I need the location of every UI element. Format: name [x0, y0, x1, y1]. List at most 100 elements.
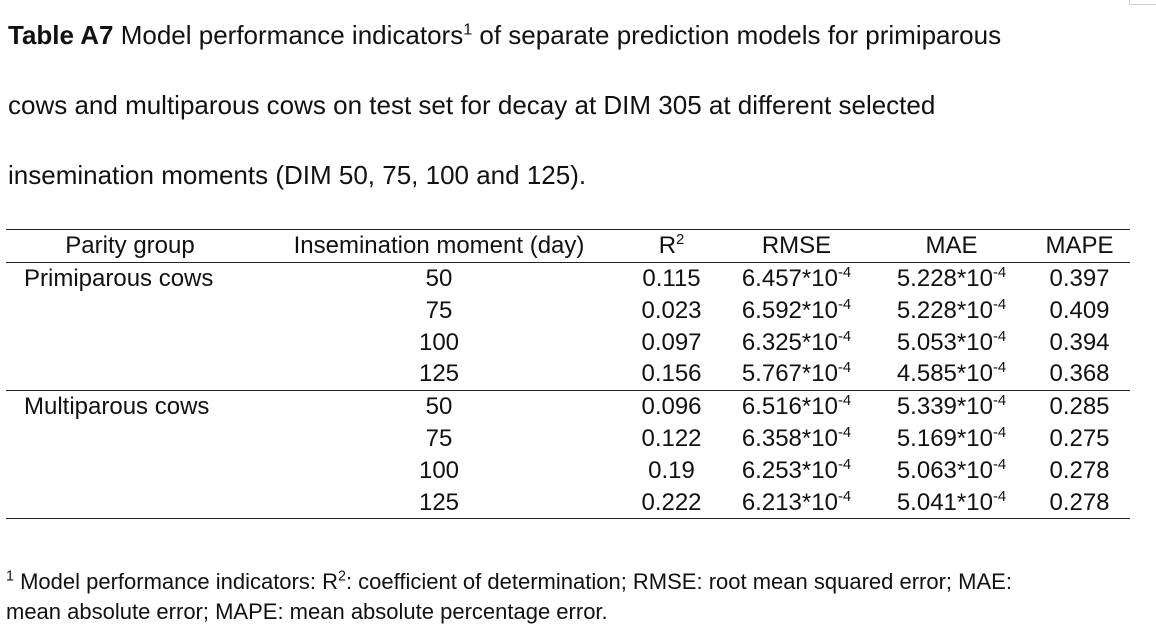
cell-mape: 0.394 [1049, 328, 1110, 356]
cell-rmse: 6.325*10-4 [719, 327, 874, 359]
footnote-line-1: 1 Model performance indicators: R2: coef… [6, 567, 1136, 597]
cell-mae-mantissa: 5.063 [896, 456, 957, 484]
cell-rmse: 6.516*10-4 [719, 391, 874, 423]
cell-rmse-mantissa: 6.253 [741, 456, 802, 484]
cell-rmse-exp-sup: -4 [837, 265, 852, 281]
cell-mae-mantissa: 5.041 [896, 488, 957, 516]
page-corner-mark [1129, 0, 1156, 5]
cell-parity-group [6, 295, 254, 327]
cell-rmse: 5.767*10-4 [719, 358, 874, 392]
cell-mae-mantissa: 5.228 [896, 296, 957, 324]
cell-mae-exp-sup: -4 [992, 360, 1007, 377]
cell-rmse-mantissa: 6.325 [741, 328, 802, 356]
table-caption: Table A7 Model performance indicators1 o… [8, 0, 1148, 210]
cell-mae-mantissa: 5.228 [896, 265, 957, 292]
header-r2-sup: 2 [676, 232, 685, 248]
cell-mae-exp-sup: -4 [992, 265, 1007, 281]
cell-mae-exp-sup: -4 [992, 328, 1007, 345]
cell-insemination-moment: 125 [254, 486, 624, 520]
cell-mae-exp-base: *10 [956, 360, 993, 388]
cell-mae-exp-sup: -4 [992, 424, 1007, 441]
caption-label: Table A7 [8, 20, 114, 50]
cell-insemination-moment: 75 [425, 296, 453, 324]
cell-rmse-exp-sup: -4 [837, 328, 852, 345]
cell-parity-group [6, 455, 254, 487]
cell-mae-exp-base: *10 [956, 265, 993, 292]
cell-insemination-moment: 75 [425, 424, 453, 452]
cell-r2: 0.222 [624, 486, 719, 520]
cell-mae-exp-base: *10 [956, 296, 993, 324]
cell-rmse-exp-base: *10 [801, 393, 838, 421]
cell-parity-group [6, 486, 254, 520]
cell-insemination-moment: 50 [425, 393, 453, 421]
cell-rmse-exp-base: *10 [801, 360, 838, 388]
header-mape: MAPE [1029, 229, 1130, 263]
cell-mape: 0.278 [1029, 486, 1130, 520]
cell-mae-exp-base: *10 [956, 424, 993, 452]
footnote-text-1b: : coefficient of determination; RMSE: ro… [345, 569, 1012, 594]
cell-mae-mantissa: 4.585 [896, 360, 957, 388]
caption-text-1: Model performance indicators [113, 20, 464, 50]
cell-rmse-exp-base: *10 [801, 424, 838, 452]
cell-rmse-exp-base: *10 [801, 488, 838, 516]
table-row: 100 0.097 6.325*10-4 5.053*10-4 0.394 [6, 327, 1130, 359]
footnote-line-2: mean absolute error; MAPE: mean absolute… [6, 599, 608, 624]
cell-mae: 4.585*10-4 [874, 358, 1029, 392]
caption-line-1: Table A7 Model performance indicators1 o… [8, 0, 1148, 70]
cell-rmse-exp-base: *10 [801, 456, 838, 484]
caption-line-2: cows and multiparous cows on test set fo… [8, 90, 936, 120]
cell-mape: 0.275 [1049, 424, 1110, 452]
cell-rmse-mantissa: 6.592 [741, 296, 802, 324]
cell-mape: 0.409 [1049, 296, 1110, 324]
cell-parity-group: Multiparous cows [24, 393, 210, 421]
table-row: 125 0.156 5.767*10-4 4.585*10-4 0.368 [6, 358, 1130, 392]
cell-rmse-exp-base: *10 [801, 265, 838, 292]
cell-r2: 0.096 [641, 393, 702, 421]
cell-rmse: 6.358*10-4 [719, 423, 874, 455]
table-header-row: Parity group Insemination moment (day) R… [6, 229, 1130, 263]
cell-mae: 5.228*10-4 [874, 295, 1029, 327]
cell-mae-exp-sup: -4 [992, 488, 1007, 505]
table-row: Multiparous cows 50 0.096 6.516*10-4 5.339*1… [6, 391, 1130, 423]
cell-parity-group: Primiparous cows [24, 265, 214, 292]
cell-mape: 0.368 [1029, 358, 1130, 392]
cell-mae-exp-sup: -4 [992, 296, 1007, 313]
header-insemination-moment: Insemination moment (day) [254, 229, 624, 263]
cell-mae-mantissa: 5.339 [896, 393, 957, 421]
caption-line-3: insemination moments (DIM 50, 75, 100 an… [8, 160, 587, 190]
header-parity-group: Parity group [6, 229, 254, 263]
cell-parity-group [6, 358, 254, 392]
cell-mae-exp-sup: -4 [992, 393, 1007, 410]
cell-insemination-moment: 100 [418, 456, 460, 484]
cell-r2: 0.156 [624, 358, 719, 392]
cell-mae: 5.228*10-4 [874, 263, 1029, 295]
cell-mae: 5.063*10-4 [874, 455, 1029, 487]
cell-rmse-exp-sup: -4 [837, 360, 852, 377]
footnote-r2-sup: 2 [337, 568, 346, 585]
cell-mae-exp-base: *10 [956, 393, 993, 421]
cell-rmse-mantissa: 5.767 [741, 360, 802, 388]
cell-r2: 0.19 [648, 456, 695, 484]
cell-mae-mantissa: 5.169 [896, 424, 957, 452]
cell-mae-exp-base: *10 [956, 456, 993, 484]
cell-mae: 5.041*10-4 [874, 486, 1029, 520]
table-row: 75 0.023 6.592*10-4 5.228*10-4 0.409 [6, 295, 1130, 327]
table-row: 75 0.122 6.358*10-4 5.169*10-4 0.275 [6, 423, 1130, 455]
cell-rmse-exp-base: *10 [801, 296, 838, 324]
cell-mape: 0.285 [1049, 393, 1110, 421]
cell-mae: 5.169*10-4 [874, 423, 1029, 455]
cell-mae-exp-sup: -4 [992, 456, 1007, 473]
cell-rmse-exp-base: *10 [801, 328, 838, 356]
table-row: Primiparous cows 50 0.115 6.457*10-4 5.228*1… [6, 263, 1130, 295]
table-row: 100 0.19 6.253*10-4 5.063*10-4 0.278 [6, 455, 1130, 487]
cell-parity-group [6, 327, 254, 359]
cell-mape: 0.278 [1049, 456, 1110, 484]
cell-rmse: 6.592*10-4 [719, 295, 874, 327]
footnote-text-1a: Model performance indicators: R [13, 569, 338, 594]
cell-mae: 5.339*10-4 [874, 391, 1029, 423]
cell-insemination-moment: 100 [418, 328, 460, 356]
cell-r2: 0.097 [641, 328, 702, 356]
cell-mae-exp-base: *10 [956, 328, 993, 356]
cell-rmse-exp-sup: -4 [837, 296, 852, 313]
table-row: 125 0.222 6.213*10-4 5.041*10-4 0.278 [6, 486, 1130, 520]
